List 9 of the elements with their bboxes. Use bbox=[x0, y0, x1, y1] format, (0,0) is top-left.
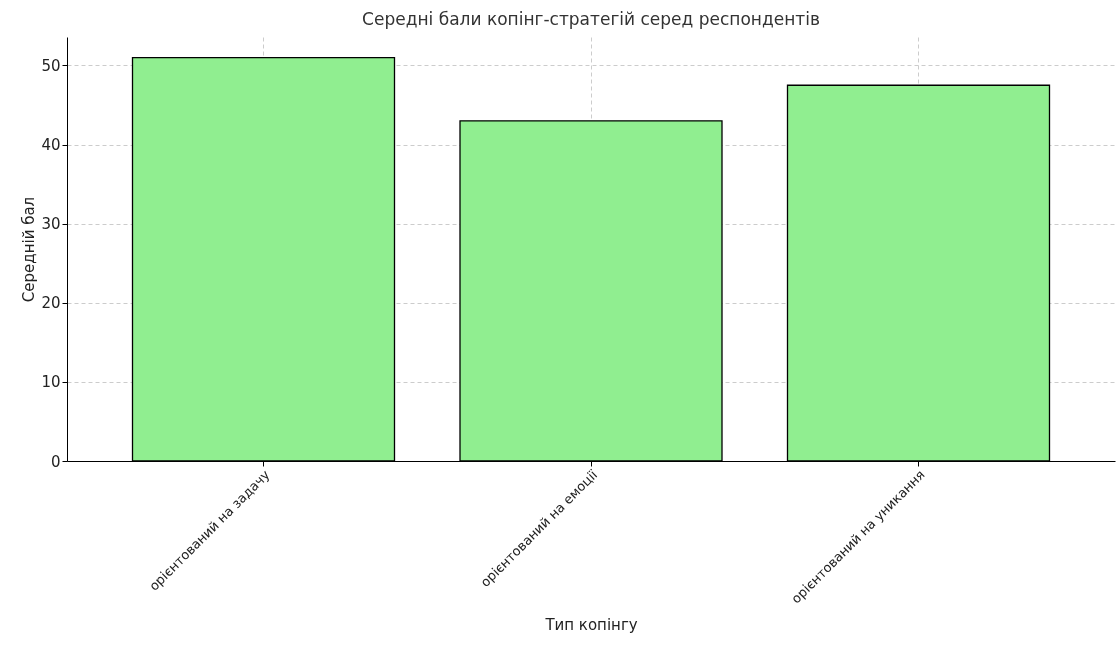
chart-title: Середні бали копінг-стратегій серед респондентів bbox=[362, 9, 820, 29]
y-tick-label: 40 bbox=[41, 136, 61, 155]
y-tick-label: 0 bbox=[50, 452, 61, 471]
x-axis-title: Тип копінгу bbox=[544, 616, 638, 635]
y-tick-label: 30 bbox=[41, 215, 61, 234]
y-axis-title: Середній бал bbox=[20, 196, 39, 303]
y-tick-label: 10 bbox=[41, 373, 61, 392]
y-tick-label: 20 bbox=[41, 294, 61, 313]
y-tick-label: 50 bbox=[41, 56, 61, 75]
